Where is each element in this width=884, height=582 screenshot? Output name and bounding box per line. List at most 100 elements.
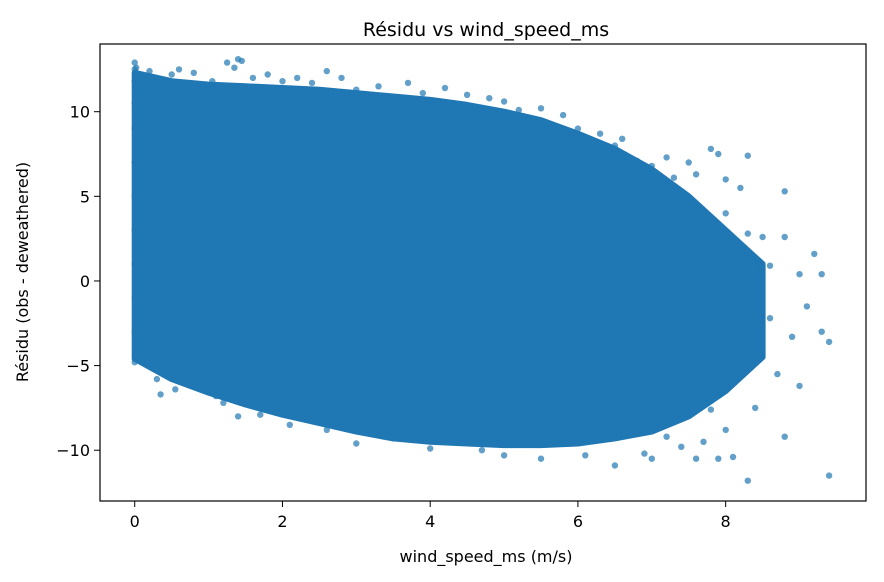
scatter-point [212, 392, 220, 400]
scatter-point [131, 59, 138, 66]
scatter-point [131, 294, 138, 302]
scatter-point [500, 452, 508, 459]
scatter-point [611, 142, 619, 149]
scatter-point [663, 433, 670, 440]
scatter-point [692, 171, 700, 178]
scatter-point [390, 435, 397, 442]
y-axis-label: Résidu (obs - deweathered) [13, 162, 32, 382]
scatter-point [133, 64, 140, 71]
scatter-point [131, 159, 138, 166]
scatter-point [515, 106, 522, 114]
scatter-point [353, 86, 360, 93]
scatter-point [715, 455, 722, 462]
scatter-point [419, 89, 426, 97]
scatter-point [759, 233, 766, 241]
scatter-point [404, 79, 412, 87]
scatter-point [175, 66, 183, 73]
scatter-point [619, 135, 626, 142]
scatter-point [818, 328, 825, 335]
scatter-point [811, 250, 818, 258]
scatter-point [611, 462, 619, 469]
scatter-point [678, 443, 685, 450]
scatter-point [766, 262, 774, 269]
scatter-point [463, 91, 471, 99]
y-tick-label: 0 [80, 272, 90, 291]
chart-title: Résidu vs wind_speed_ms [363, 19, 609, 41]
scatter-point [157, 391, 164, 398]
scatter-point [559, 111, 567, 119]
scatter-point [692, 455, 700, 462]
scatter-point [722, 210, 729, 217]
y-tick-label: −5 [66, 357, 90, 376]
scatter-point [729, 453, 737, 461]
scatter-point [737, 252, 744, 259]
scatter-point [737, 184, 744, 192]
scatter-point [323, 426, 330, 434]
scatter-point [781, 233, 788, 241]
scatter-point [238, 57, 245, 65]
scatter-point [486, 95, 493, 102]
scatter-point [131, 193, 138, 200]
scatter-point [700, 216, 707, 224]
scatter-point [574, 125, 582, 132]
scatter-point [796, 382, 803, 390]
scatter-point [737, 353, 744, 361]
scatter-point [796, 271, 803, 278]
scatter-point [279, 78, 286, 85]
scatter-point [375, 83, 382, 90]
x-tick-label: 2 [277, 512, 287, 531]
scatter-point [537, 105, 545, 112]
scatter-point [131, 227, 138, 234]
scatter-point [678, 188, 685, 195]
scatter-point [648, 455, 655, 462]
scatter-point [131, 359, 138, 366]
x-tick-label: 8 [721, 512, 731, 531]
scatter-marks [131, 56, 833, 484]
scatter-point [209, 78, 216, 85]
scatter-point [234, 413, 242, 420]
scatter-point [231, 64, 238, 71]
scatter-point [131, 328, 138, 335]
scatter-point [670, 174, 678, 181]
scatter-point [183, 370, 190, 378]
scatter-point [537, 455, 545, 462]
scatter-point [131, 125, 138, 132]
scatter-point [774, 370, 781, 378]
scatter-point [294, 74, 301, 82]
x-axis: 0 2 4 6 8 [130, 501, 731, 531]
scatter-point [641, 450, 648, 457]
scatter-point [131, 78, 138, 85]
scatter-point [596, 130, 604, 137]
scatter-point [633, 157, 641, 164]
scatter-point [744, 230, 751, 237]
x-tick-label: 4 [425, 512, 435, 531]
dense-point-cloud [131, 69, 766, 449]
scatter-point [803, 303, 811, 310]
scatter-point [648, 162, 655, 170]
scatter-point [146, 67, 153, 75]
scatter-point [257, 411, 264, 418]
scatter-point [825, 472, 833, 479]
scatter-point [135, 83, 142, 90]
scatter-point [441, 84, 449, 92]
y-tick-label: 10 [70, 103, 90, 122]
scatter-point [707, 406, 715, 413]
scatter-point [286, 421, 293, 428]
scatter-point [172, 81, 179, 88]
scatter-point [685, 159, 692, 166]
scatter-point [223, 59, 231, 66]
scatter-point [744, 477, 751, 484]
scatter-point [781, 188, 788, 195]
scatter-point [818, 271, 825, 278]
scatter-point [353, 440, 360, 447]
scatter-point [153, 375, 161, 383]
scatter-point [135, 353, 142, 361]
scatter-point [323, 67, 330, 75]
scatter-point [264, 71, 271, 78]
scatter-point [766, 315, 774, 322]
scatter-point [707, 145, 715, 153]
scatter-point [781, 433, 788, 440]
scatter-point [663, 154, 670, 161]
scatter-point [582, 452, 589, 459]
